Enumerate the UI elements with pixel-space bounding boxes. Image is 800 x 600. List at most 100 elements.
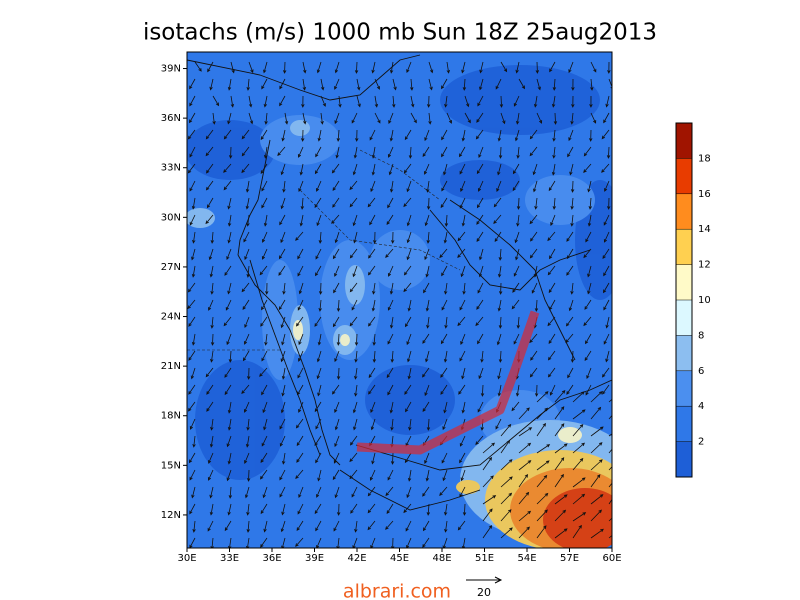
- wind-arrow: [298, 486, 304, 499]
- wind-arrow: [553, 112, 558, 125]
- coastlines: [187, 54, 612, 511]
- wind-arrow: [497, 163, 502, 176]
- wind-arrow: [529, 146, 538, 157]
- wind-arrow: [608, 534, 612, 539]
- wind-arrow: [314, 401, 322, 413]
- wind-arrow: [570, 350, 575, 363]
- wind-arrow: [587, 214, 592, 227]
- highlight-path: [356, 310, 540, 455]
- wind-arrow: [587, 282, 592, 295]
- lat-tick-label: 12N: [161, 510, 181, 521]
- wind-arrow: [605, 316, 610, 329]
- wind-arrow: [572, 493, 586, 505]
- colorbar-segment: [676, 229, 692, 265]
- colorbar-segment: [676, 370, 692, 407]
- wind-arrow: [336, 333, 341, 346]
- isotach-field: [187, 52, 612, 548]
- wind-arrow: [370, 418, 376, 431]
- wind-arrow: [210, 350, 214, 363]
- wind-arrow: [608, 448, 612, 454]
- wind-arrow: [604, 180, 610, 192]
- wind-arrow: [298, 282, 304, 295]
- wind-arrow: [496, 180, 502, 193]
- wind-arrow: [205, 146, 214, 157]
- wind-arrow: [390, 537, 395, 548]
- wind-arrow: [263, 214, 268, 227]
- wind-arrow: [245, 197, 250, 210]
- wind-arrow: [370, 537, 376, 548]
- wind-arrow: [583, 146, 592, 157]
- colorbar-label: 16: [698, 189, 711, 200]
- wind-arrow: [187, 163, 196, 174]
- wind-arrow: [390, 350, 395, 363]
- wind-arrow: [500, 112, 506, 125]
- lon-tick-label: 57E: [560, 553, 579, 564]
- wind-arrow: [227, 418, 232, 431]
- wind-arrow: [332, 469, 340, 481]
- wind-arrow: [243, 231, 250, 243]
- colorbar-segment: [676, 300, 692, 336]
- wind-arrow: [335, 146, 340, 159]
- wind-arrow: [334, 486, 340, 499]
- wind-arrow: [263, 146, 268, 159]
- wind-arrow: [566, 231, 574, 242]
- wind-arrow: [536, 78, 541, 91]
- wind-arrow: [261, 350, 268, 362]
- wind-arrow: [351, 486, 358, 498]
- wind-arrow: [461, 214, 466, 227]
- wind-arrow: [226, 469, 232, 482]
- wind-arrow: [387, 146, 394, 158]
- wind-arrow: [212, 112, 216, 125]
- wind-arrow: [518, 473, 529, 488]
- wind-arrow: [406, 61, 412, 74]
- lat-tick-label: 36N: [161, 113, 181, 124]
- wind-arrow: [459, 435, 466, 447]
- wind-arrow: [457, 316, 466, 327]
- wind-arrow: [223, 180, 232, 191]
- wind-arrow: [246, 265, 250, 278]
- wind-arrow: [223, 129, 232, 140]
- wind-arrow: [374, 112, 381, 124]
- wind-arrow: [314, 197, 322, 209]
- wind-arrow: [515, 248, 520, 261]
- wind-arrow: [475, 129, 484, 140]
- wind-arrow: [515, 112, 520, 125]
- wind-arrow: [317, 469, 322, 482]
- wind-arrow: [548, 180, 556, 192]
- wind-arrow: [316, 486, 322, 498]
- wind-arrow: [518, 491, 530, 505]
- wind-arrow: [446, 61, 450, 74]
- wind-arrow: [317, 333, 322, 346]
- wind-arrow: [190, 367, 196, 380]
- wind-arrow: [350, 503, 358, 514]
- wind-arrow: [405, 520, 412, 532]
- wind-arrow: [424, 129, 430, 142]
- wind-arrow: [422, 520, 430, 532]
- wind-arrow: [331, 214, 340, 224]
- wind-arrow: [498, 248, 503, 261]
- wind-arrow: [554, 406, 565, 420]
- wind-arrow: [246, 214, 250, 227]
- wind-arrow: [225, 299, 232, 311]
- wind-arrow: [603, 333, 610, 345]
- wind-arrow: [387, 299, 394, 311]
- wind-arrow: [385, 248, 394, 258]
- wind-arrow: [513, 265, 520, 277]
- wind-arrow: [608, 517, 612, 522]
- wind-arrow: [354, 333, 359, 346]
- wind-arrow: [210, 333, 215, 346]
- wind-arrow: [206, 384, 214, 395]
- lat-tick-label: 30N: [161, 212, 181, 223]
- wind-arrow: [349, 180, 358, 191]
- wind-arrow: [426, 503, 431, 516]
- wind-arrow: [227, 214, 232, 227]
- wind-arrow: [536, 492, 549, 505]
- wind-arrow: [443, 401, 448, 414]
- wind-arrow: [243, 333, 250, 345]
- wind-arrow: [205, 180, 214, 191]
- wind-arrow: [297, 265, 304, 277]
- wind-arrow: [279, 469, 286, 481]
- wind-arrow: [461, 61, 466, 74]
- wind-arrow: [565, 333, 574, 344]
- wind-arrow: [406, 231, 412, 244]
